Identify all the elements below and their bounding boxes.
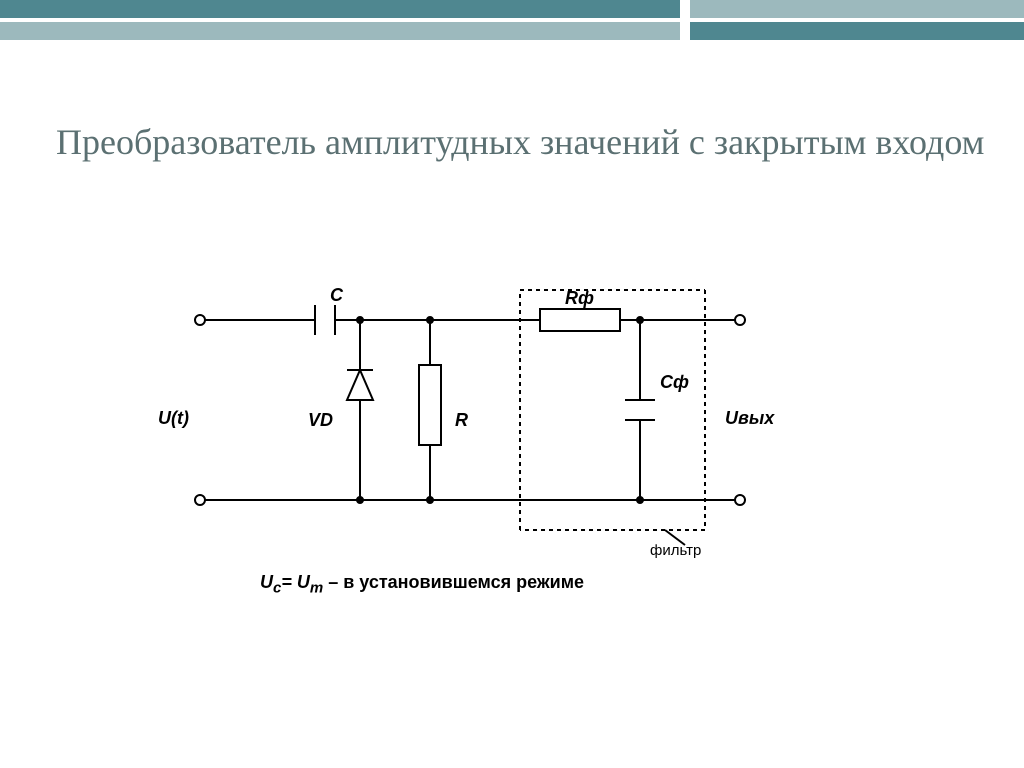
decor-bar: [690, 0, 1024, 18]
circuit-svg: [160, 280, 820, 590]
label-Ut: U(t): [158, 408, 189, 429]
slide-title: Преобразователь амплитудных значений с з…: [56, 120, 984, 165]
label-filter: фильтр: [650, 542, 701, 559]
decor-bar: [0, 0, 680, 18]
label-C: C: [330, 285, 343, 306]
label-VD: VD: [308, 410, 333, 431]
label-Cf: Cф: [660, 372, 689, 393]
decor-bar: [0, 22, 680, 40]
circuit-diagram: C Rф Cф U(t) VD R Uвых фильтр Uс= Um – в…: [160, 280, 820, 580]
formula-sub: m: [310, 580, 323, 597]
formula: Uс= Um – в установившемся режиме: [260, 572, 584, 597]
formula-part: – в установившемся режиме: [323, 572, 584, 592]
label-Rf: Rф: [565, 288, 594, 309]
label-R: R: [455, 410, 468, 431]
decor-bar: [690, 22, 1024, 40]
formula-part: = U: [281, 572, 310, 592]
formula-part: U: [260, 572, 273, 592]
label-Uout: Uвых: [725, 408, 774, 429]
